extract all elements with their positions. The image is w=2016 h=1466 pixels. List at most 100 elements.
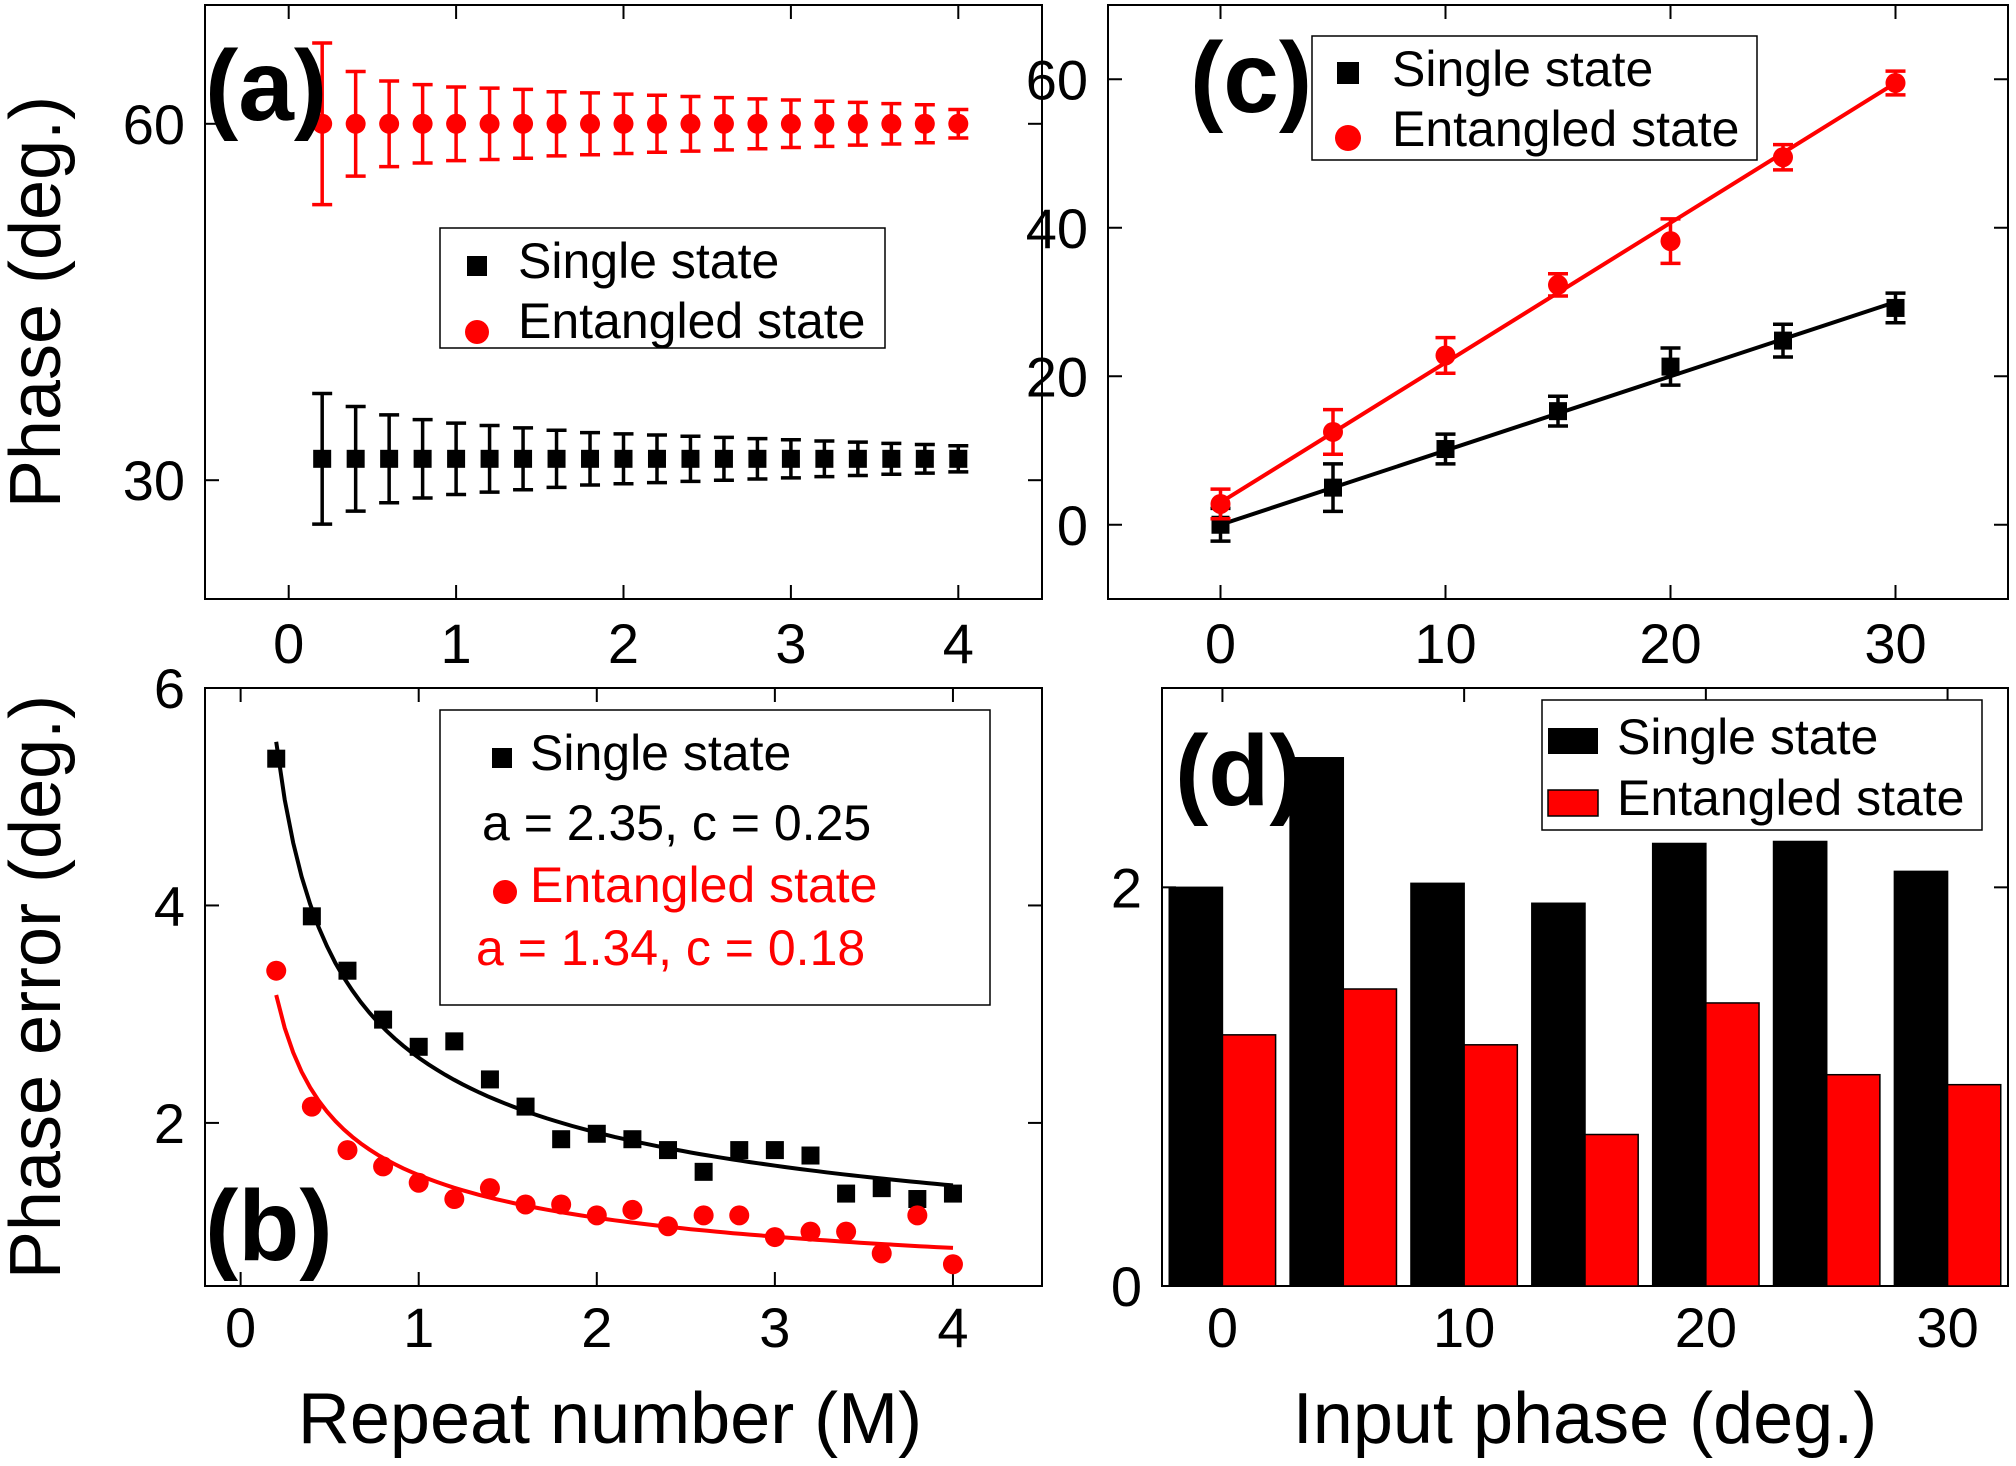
- panel-a-ytick-label: 60: [123, 93, 185, 156]
- panel-a-point: [480, 449, 499, 468]
- panel-d-bar: [1463, 1044, 1519, 1287]
- panel-b-point: [267, 749, 286, 768]
- panel-b-point: [302, 907, 321, 926]
- panel-b-legend-entangled: Entangled state: [530, 857, 878, 913]
- panel-a-point: [345, 113, 366, 134]
- panel-b-fit-curve: [274, 741, 954, 1188]
- panel-b-point: [658, 1216, 679, 1237]
- panel-a-point: [313, 449, 332, 468]
- panel-a-xtick-label: 0: [273, 612, 304, 675]
- panel-d: 0 10 20 30 0 2 (d) Input phase (deg.) Single …: [1111, 687, 2009, 1459]
- panel-b-legend-box: [439, 709, 991, 1006]
- panel-b-point: [587, 1124, 606, 1143]
- panel-b-point: [871, 1243, 892, 1264]
- panel-a-legend-entangled: Entangled state: [518, 293, 866, 349]
- panel-b-legend-marker-single: [492, 748, 512, 768]
- panel-b-point: [408, 1172, 429, 1193]
- panel-c-legend: Single state Entangled state: [1311, 35, 1758, 161]
- panel-c-ytick-label: 60: [1026, 48, 1088, 111]
- panel-a-point: [514, 449, 533, 468]
- panel-a-point: [780, 113, 801, 134]
- panel-b: 0 1 2 3 4 2 4 6 (b) Repeat number (M) Phase err…: [0, 657, 1043, 1459]
- panel-b-legend-marker-entangled: [493, 880, 517, 904]
- panel-d-bar: [1946, 1083, 2002, 1287]
- panel-c-ytick-label: 20: [1026, 345, 1088, 408]
- panel-a-point: [547, 449, 566, 468]
- panel-a-ylabel: Phase (deg.): [0, 96, 76, 508]
- panel-b-point: [516, 1097, 535, 1116]
- panel-b-point: [765, 1141, 784, 1160]
- panel-b-point: [836, 1221, 857, 1242]
- panel-c: 0 10 20 30 0 20 40 60 (c) Single state Entangle…: [1026, 4, 2009, 675]
- panel-a-legend: Single state Entangled state: [439, 227, 886, 349]
- panel-b-point: [764, 1227, 785, 1248]
- panel-a-point: [380, 449, 399, 468]
- panel-a-point: [413, 449, 432, 468]
- panel-b-point: [623, 1130, 642, 1149]
- panel-a-legend-marker-single: [467, 256, 487, 276]
- panel-c-point: [1885, 72, 1906, 93]
- panel-b-legend-entangled-params: a = 1.34, c = 0.18: [476, 920, 865, 976]
- panel-a-point: [747, 113, 768, 134]
- panel-b-frame: [204, 687, 1043, 1287]
- panel-a-point: [346, 449, 365, 468]
- panel-a-point: [847, 113, 868, 134]
- panel-d-legend: Single state Entangled state: [1541, 699, 1983, 831]
- panel-a-xtick-label: 4: [943, 612, 974, 675]
- panel-d-bar: [1772, 840, 1828, 1287]
- panel-d-xtick-label: 20: [1675, 1296, 1737, 1359]
- panel-a-point: [513, 113, 534, 134]
- panel-d-bar: [1584, 1133, 1639, 1287]
- panel-b-point: [907, 1205, 928, 1226]
- panel-a-point: [848, 449, 867, 468]
- panel-d-bar: [1825, 1073, 1881, 1287]
- panel-a-point: [881, 113, 902, 134]
- panel-a-point: [714, 449, 733, 468]
- panel-b-point: [730, 1141, 749, 1160]
- panel-a-point: [647, 449, 666, 468]
- panel-d-bar: [1342, 988, 1398, 1287]
- panel-c-legend-marker-single: [1337, 62, 1359, 84]
- panel-c-point: [1549, 402, 1567, 421]
- panel-c-xtick-label: 20: [1639, 612, 1701, 675]
- panel-a: 0 1 2 3 4 30 60 (a) Phase (deg.) Single state …: [0, 4, 1043, 675]
- panel-c-legend-single: Single state: [1392, 41, 1653, 97]
- panel-d-xlabel: Input phase (deg.): [1293, 1379, 1877, 1459]
- panel-b-point: [337, 1140, 358, 1161]
- panel-a-point: [646, 113, 667, 134]
- panel-a-point: [949, 449, 968, 468]
- panel-c-ytick-label: 0: [1057, 494, 1088, 557]
- panel-c-legend-marker-entangled: [1335, 125, 1361, 151]
- panel-d-legend-marker-single: [1548, 728, 1598, 754]
- panel-b-xtick-label: 2: [581, 1296, 612, 1359]
- panel-a-point: [412, 113, 433, 134]
- panel-b-point: [374, 1010, 393, 1029]
- panel-b-point: [801, 1146, 820, 1165]
- panel-b-point: [266, 960, 287, 981]
- panel-c-point: [1773, 147, 1793, 168]
- panel-a-point: [546, 113, 567, 134]
- panel-a-point: [580, 113, 601, 134]
- panel-d-legend-box: [1541, 699, 1983, 831]
- panel-a-point: [882, 449, 901, 468]
- panel-b-point: [480, 1070, 499, 1089]
- panel-b-xtick-label: 3: [759, 1296, 790, 1359]
- panel-b-xtick-label: 1: [403, 1296, 434, 1359]
- panel-a-point: [915, 449, 934, 468]
- panel-c-point: [1435, 345, 1456, 366]
- panel-b-ytick-label: 2: [154, 1092, 185, 1155]
- panel-d-letter: (d): [1175, 715, 1303, 827]
- panel-b-point: [373, 1156, 394, 1177]
- panel-d-bar: [1651, 842, 1707, 1287]
- panel-b-point: [942, 1254, 963, 1275]
- panel-d-ytick-label: 0: [1111, 1255, 1142, 1318]
- panel-c-xtick-label: 10: [1414, 612, 1476, 675]
- panel-d-xtick-label: 0: [1207, 1296, 1238, 1359]
- panel-d-legend-marker-entangled: [1547, 789, 1599, 817]
- panel-c-point: [1548, 274, 1568, 295]
- panel-c-point: [1661, 357, 1680, 376]
- panel-b-plot: 0 1 2 3 4 2 4 6: [154, 657, 1042, 1359]
- panel-a-point: [379, 113, 400, 134]
- panel-a-legend-single: Single state: [518, 233, 779, 289]
